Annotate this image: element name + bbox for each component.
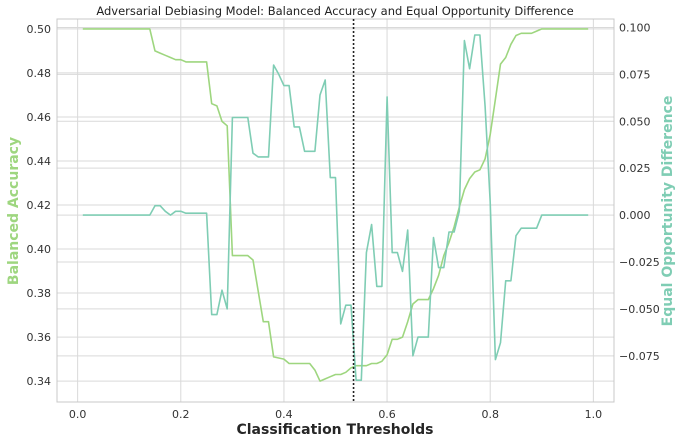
y-left-tick-label: 0.40 — [27, 243, 52, 256]
plot-frame — [56, 18, 615, 403]
y-right-tick-label: 0.100 — [619, 21, 651, 34]
x-axis-label: Classification Thresholds — [236, 422, 433, 438]
x-tick-label: 0.4 — [275, 408, 293, 421]
y-right-tick-label: 0.050 — [619, 115, 651, 128]
y-left-tick-label: 0.50 — [27, 23, 52, 36]
x-tick-label: 1.0 — [585, 408, 603, 421]
grid — [57, 19, 614, 402]
y-left-tick-label: 0.44 — [27, 155, 52, 168]
x-tick-label: 0.8 — [481, 408, 499, 421]
y-axis-right-label: Equal Opportunity Difference — [660, 96, 676, 327]
y-left-tick-label: 0.38 — [27, 287, 52, 300]
y-left-tick-label: 0.36 — [27, 331, 52, 344]
chart-title: Adversarial Debiasing Model: Balanced Ac… — [96, 4, 573, 18]
x-tick-label: 0.6 — [378, 408, 396, 421]
y-right-tick-label: 0.075 — [619, 68, 651, 81]
y-left-tick-label: 0.42 — [27, 199, 52, 212]
y-left-tick-label: 0.46 — [27, 111, 52, 124]
y-axis-left-label: Balanced Accuracy — [6, 137, 22, 285]
tick-layer: 0.0 0.2 0.4 0.6 0.8 1.0 0.34 0.36 0.38 0.40 0.42 0.… — [27, 21, 660, 421]
x-tick-label: 0.0 — [69, 408, 87, 421]
y-right-tick-label: 0.025 — [619, 162, 651, 175]
y-right-tick-label: 0.000 — [619, 209, 651, 222]
y-right-tick-label: −0.025 — [619, 256, 660, 269]
y-left-tick-label: 0.48 — [27, 67, 52, 80]
equal-opportunity-line — [82, 34, 589, 382]
series-layer — [82, 28, 589, 382]
y-right-tick-label: −0.050 — [619, 303, 660, 316]
x-tick-label: 0.2 — [172, 408, 190, 421]
y-right-tick-label: −0.075 — [619, 350, 660, 363]
y-left-tick-label: 0.34 — [27, 375, 52, 388]
